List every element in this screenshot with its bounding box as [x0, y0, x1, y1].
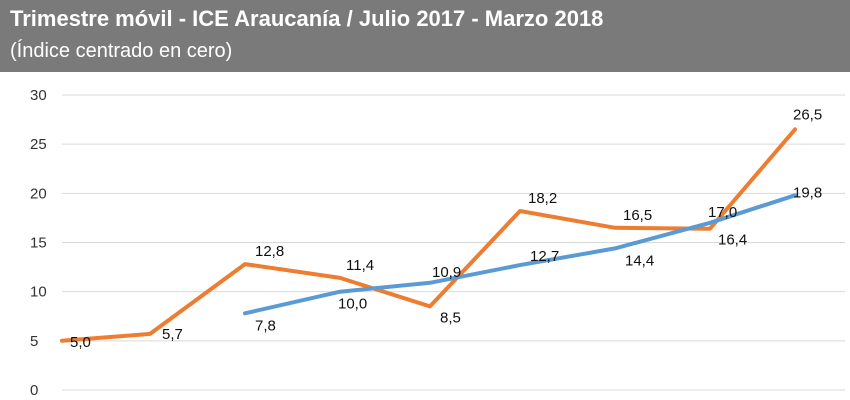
data-label: 16,4	[718, 232, 747, 249]
data-label: 17,0	[708, 204, 737, 221]
data-label: 12,8	[255, 243, 284, 260]
data-label: 5,7	[162, 326, 183, 343]
data-label: 5,0	[70, 334, 91, 351]
data-label: 8,5	[440, 309, 461, 326]
series-line-1	[60, 127, 797, 343]
y-tick-label: 5	[30, 333, 38, 350]
data-label: 18,2	[528, 190, 557, 207]
y-tick-label: 25	[30, 136, 47, 153]
data-label: 7,8	[255, 317, 276, 334]
y-tick-label: 15	[30, 235, 47, 252]
data-label: 16,5	[623, 207, 652, 224]
chart-header: Trimestre móvil - ICE Araucanía / Julio …	[0, 0, 850, 72]
data-label: 14,4	[625, 252, 654, 269]
data-label: 10,0	[338, 296, 367, 313]
data-label: 19,8	[793, 184, 822, 201]
series-lines	[60, 127, 797, 343]
y-axis-ticks: 0 5 10 15 20 25 30	[30, 87, 47, 399]
data-label: 11,4	[346, 257, 374, 274]
grid-lines	[62, 94, 845, 391]
data-labels: 5,0 5,7 12,8 11,4 8,5 18,2 16,5 16,4 26,5 7,8 10,0…	[70, 106, 822, 350]
chart-title: Trimestre móvil - ICE Araucanía / Julio …	[10, 6, 604, 31]
y-tick-label: 30	[30, 87, 47, 104]
chart-subtitle: (Índice centrado en cero)	[10, 40, 233, 62]
y-tick-label: 10	[30, 284, 47, 301]
data-label: 26,5	[793, 106, 822, 123]
data-label: 10,9	[432, 264, 461, 281]
series-line-2	[243, 193, 797, 316]
data-label: 12,7	[530, 248, 559, 265]
y-tick-label: 20	[30, 185, 47, 202]
y-tick-label: 0	[30, 382, 38, 399]
